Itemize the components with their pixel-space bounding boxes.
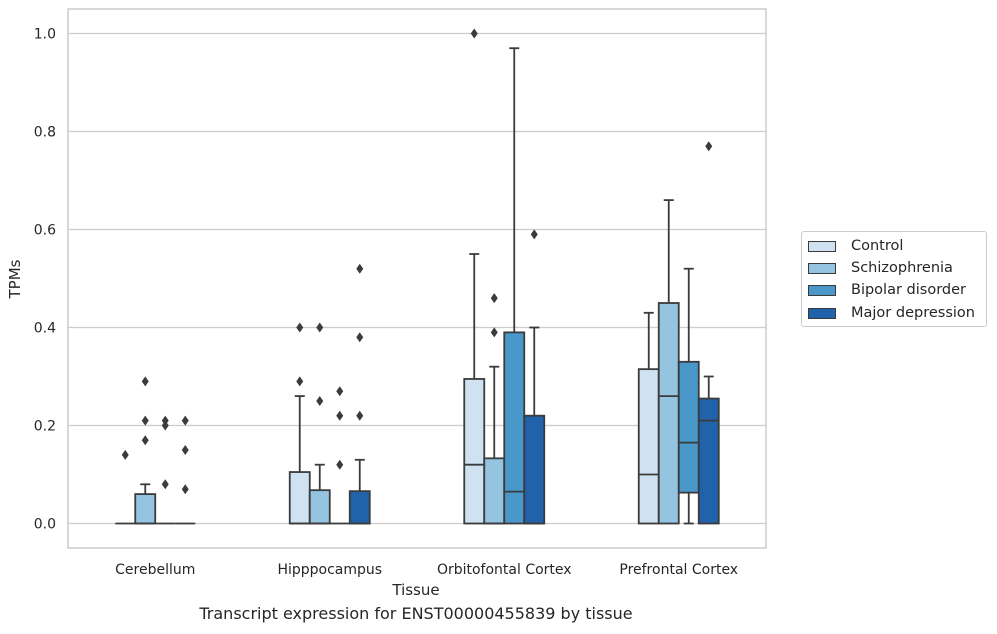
outlier-point xyxy=(530,229,538,240)
box xyxy=(288,471,311,525)
outlier-point xyxy=(336,410,344,421)
box-group xyxy=(288,322,311,525)
y-tick-label: 0.8 xyxy=(34,125,56,141)
legend-label: Control xyxy=(851,238,904,254)
legend-swatch-bipolar xyxy=(808,284,836,296)
box-group xyxy=(637,311,660,525)
outlier-point xyxy=(181,484,189,495)
box-group xyxy=(308,322,331,525)
box-group xyxy=(348,263,371,525)
box-group xyxy=(329,386,350,525)
legend-label: Major depression xyxy=(851,305,975,321)
y-tick-label: 0.2 xyxy=(34,419,56,435)
x-tick-label: Prefrontal Cortex xyxy=(619,562,738,578)
outlier-point xyxy=(141,435,149,446)
box xyxy=(657,302,680,525)
box-plot-area xyxy=(115,28,720,525)
outlier-point xyxy=(356,263,364,274)
box xyxy=(483,457,506,525)
box xyxy=(637,368,660,525)
box xyxy=(348,490,371,525)
outlier-point xyxy=(316,396,324,406)
x-tick-label: Cerebellum xyxy=(115,562,195,578)
legend-item: Bipolar disorder xyxy=(808,280,966,300)
outlier-point xyxy=(356,332,364,343)
legend-swatch-major-depression xyxy=(808,307,836,319)
box xyxy=(523,414,546,525)
box xyxy=(697,397,720,525)
box xyxy=(677,360,700,494)
legend-item: Major depression xyxy=(808,303,975,323)
box-group xyxy=(697,141,720,525)
box-group xyxy=(463,28,486,525)
plot-frame xyxy=(67,8,767,549)
outlier-point xyxy=(161,479,169,490)
outlier-point xyxy=(161,415,169,426)
box xyxy=(134,493,157,525)
legend-label: Bipolar disorder xyxy=(851,282,966,298)
x-tick-label: Orbitofontal Cortex xyxy=(437,562,572,578)
y-tick-label: 1.0 xyxy=(34,27,56,43)
box xyxy=(503,331,526,525)
legend-swatch-schizophrenia xyxy=(808,262,836,274)
outlier-point xyxy=(121,449,129,460)
box-group xyxy=(657,199,680,525)
y-axis-label: TPMs xyxy=(6,259,24,299)
legend-label: Schizophrenia xyxy=(851,260,953,276)
box-group xyxy=(115,449,136,525)
outlier-point xyxy=(470,28,478,39)
y-tick-label: 0.6 xyxy=(34,223,56,239)
outlier-point xyxy=(490,327,498,338)
box-group xyxy=(134,376,157,525)
outlier-point xyxy=(356,410,364,421)
y-tick-label: 0.0 xyxy=(34,517,56,533)
legend: Control Schizophrenia Bipolar disorder M… xyxy=(801,231,987,327)
outlier-point xyxy=(141,376,149,387)
outlier-point xyxy=(181,415,189,426)
box xyxy=(463,378,486,525)
box-group xyxy=(677,267,700,525)
legend-swatch-control xyxy=(808,240,836,252)
box-group xyxy=(155,415,176,525)
outlier-point xyxy=(296,376,304,387)
box xyxy=(308,489,331,525)
outlier-point xyxy=(296,322,304,333)
outlier-point xyxy=(141,415,149,426)
figure-caption: Transcript expression for ENST0000045583… xyxy=(199,604,633,623)
box-group xyxy=(175,415,196,525)
outlier-point xyxy=(316,322,324,333)
outlier-point xyxy=(490,293,498,304)
outlier-point xyxy=(705,141,713,152)
box-group xyxy=(503,47,526,525)
legend-item: Schizophrenia xyxy=(808,258,953,278)
x-tick-label: Hipppocampus xyxy=(277,562,382,578)
legend-item: Control xyxy=(808,236,903,256)
outlier-point xyxy=(181,445,189,455)
outlier-point xyxy=(336,459,344,470)
outlier-point xyxy=(336,386,344,397)
x-axis-label: Tissue xyxy=(391,581,439,599)
box-group xyxy=(523,229,546,525)
x-axis-ticks: Cerebellum Hipppocampus Orbitofontal Corte… xyxy=(115,562,738,578)
y-tick-label: 0.4 xyxy=(34,321,56,337)
y-axis-ticks: 0.0 0.2 0.4 0.6 0.8 1.0 xyxy=(34,27,56,533)
